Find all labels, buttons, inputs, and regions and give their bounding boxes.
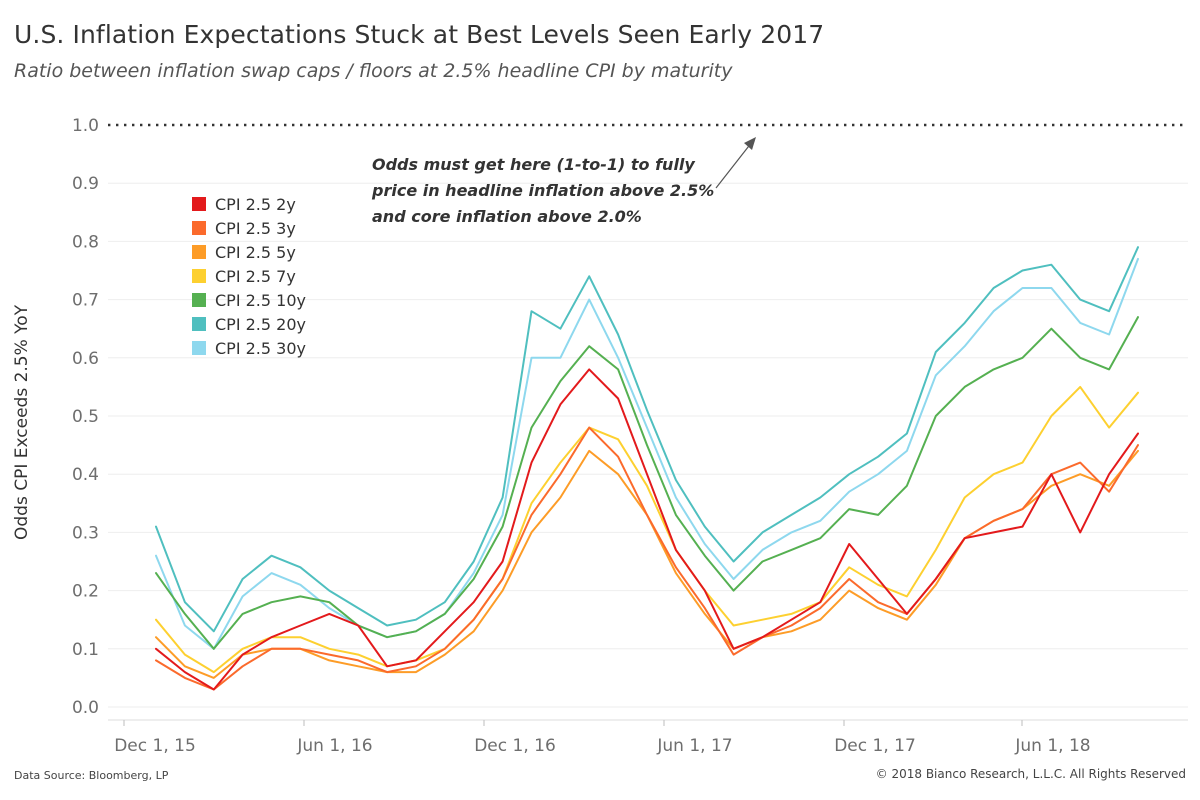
copyright: © 2018 Bianco Research, L.L.C. All Right… <box>875 767 1186 781</box>
legend-swatch <box>192 317 206 331</box>
annotation-line3: and core inflation above 2.0% <box>372 207 642 226</box>
legend: CPI 2.5 2y CPI 2.5 3y CPI 2.5 5y CPI 2.5 7y… <box>192 192 306 360</box>
data-source: Data Source: Bloomberg, LP <box>14 769 169 782</box>
legend-label: CPI 2.5 20y <box>215 314 306 334</box>
legend-item: CPI 2.5 2y <box>192 192 306 216</box>
legend-label: CPI 2.5 7y <box>215 266 296 286</box>
annotation-arrow-layer <box>715 137 756 189</box>
annotation-arrow <box>715 141 753 189</box>
y-tick-label: 0.9 <box>72 174 99 194</box>
chart-subtitle: Ratio between inflation swap caps / floo… <box>14 60 733 82</box>
legend-item: CPI 2.5 3y <box>192 216 306 240</box>
annotation-line1: get here (1-to-1) to fully <box>474 155 695 174</box>
y-tick-label: 0.5 <box>72 407 99 427</box>
series-line-cpi-25-20y <box>155 246 1139 633</box>
legend-item: CPI 2.5 30y <box>192 336 306 360</box>
x-tick-label: Dec 1, 17 <box>834 736 916 756</box>
y-tick-label: 0.4 <box>72 465 99 485</box>
annotation-note: Odds must get here (1-to-1) to fully pri… <box>372 152 714 230</box>
legend-label: CPI 2.5 2y <box>215 194 296 214</box>
annotation-line2: price in headline inflation above 2.5% <box>372 181 715 200</box>
legend-item: CPI 2.5 20y <box>192 312 306 336</box>
legend-label: CPI 2.5 30y <box>215 338 306 358</box>
x-tick-label: Dec 1, 15 <box>114 736 196 756</box>
y-tick-label: 0.1 <box>72 640 99 660</box>
series-line-cpi-25-3y <box>155 426 1139 691</box>
y-tick-label: 0.8 <box>72 232 99 252</box>
x-tick-label: Jun 1, 18 <box>1014 736 1090 756</box>
legend-label: CPI 2.5 3y <box>215 218 296 238</box>
legend-item: CPI 2.5 5y <box>192 240 306 264</box>
series-line-cpi-25-2y <box>155 368 1139 691</box>
y-tick-label: 1.0 <box>72 116 99 136</box>
y-tick-label: 0.2 <box>72 582 99 602</box>
annotation-arrowhead <box>744 137 756 150</box>
legend-swatch <box>192 341 206 355</box>
y-tick-label: 0.7 <box>72 291 99 311</box>
x-tick-label: Jun 1, 16 <box>296 736 372 756</box>
annotation-bold: Odds must <box>372 155 469 174</box>
y-tick-label: 0.3 <box>72 523 99 543</box>
series-line-cpi-25-10y <box>155 316 1139 650</box>
legend-swatch <box>192 197 206 211</box>
legend-item: CPI 2.5 7y <box>192 264 306 288</box>
x-tick-label: Dec 1, 16 <box>474 736 556 756</box>
chart-title: U.S. Inflation Expectations Stuck at Bes… <box>14 20 825 49</box>
series-line-cpi-25-7y <box>155 385 1139 674</box>
legend-swatch <box>192 293 206 307</box>
y-tick-label: 0.6 <box>72 349 99 369</box>
legend-swatch <box>192 245 206 259</box>
legend-swatch <box>192 269 206 283</box>
x-tick-label: Jun 1, 17 <box>656 736 732 756</box>
legend-item: CPI 2.5 10y <box>192 288 306 312</box>
series-layer <box>155 246 1139 691</box>
y-tick-label: 0.0 <box>72 698 99 718</box>
legend-swatch <box>192 221 206 235</box>
axis-layer: 0.0 0.1 0.2 0.3 0.4 0.5 0.6 0.7 0.8 0.9 1.0 Dec 1, … <box>72 116 1188 756</box>
legend-label: CPI 2.5 5y <box>215 242 296 262</box>
legend-label: CPI 2.5 10y <box>215 290 306 310</box>
